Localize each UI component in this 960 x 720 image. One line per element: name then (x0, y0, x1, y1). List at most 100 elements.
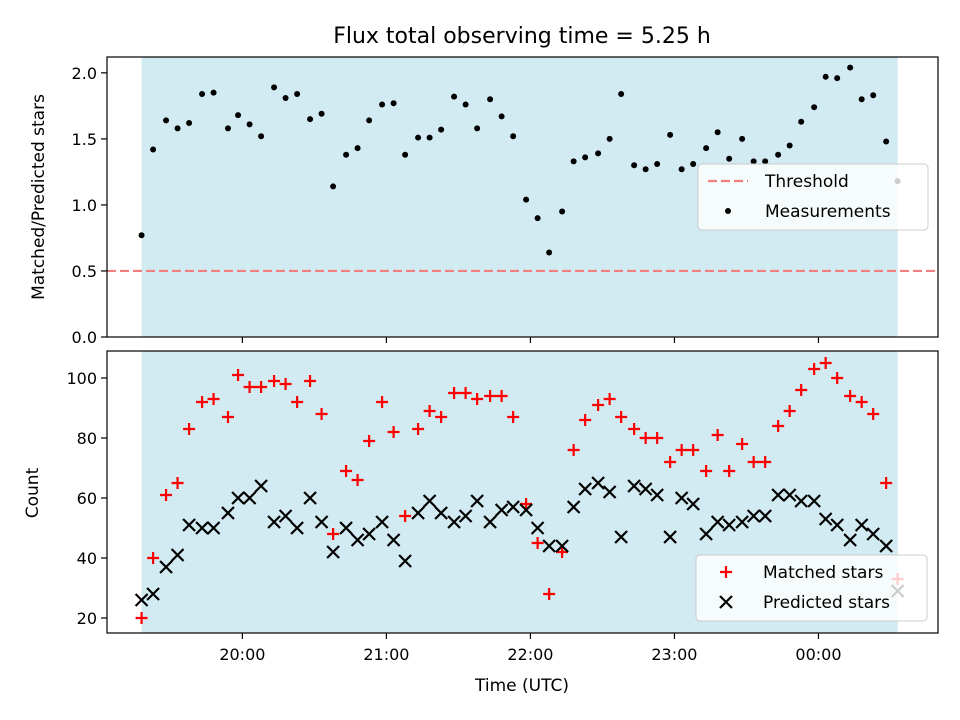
data-point (174, 125, 181, 132)
data-point (170, 548, 185, 562)
data-point (254, 479, 268, 493)
data-point (638, 482, 653, 496)
data-point (807, 494, 821, 508)
legend-plus-swatch (720, 566, 732, 578)
data-point (664, 456, 677, 468)
legend-label: Matched stars (763, 563, 883, 583)
data-point (255, 381, 268, 393)
data-point (351, 474, 364, 486)
data-point (642, 166, 649, 173)
data-point (268, 375, 281, 387)
data-point (591, 476, 605, 490)
data-point (398, 554, 412, 568)
data-point (559, 208, 566, 215)
data-point (830, 518, 844, 532)
data-point (315, 408, 328, 420)
data-point (556, 546, 569, 558)
data-point (534, 215, 541, 222)
data-point (207, 393, 220, 405)
data-point (798, 118, 805, 125)
data-point (199, 90, 206, 97)
data-point (523, 196, 530, 203)
data-point (543, 588, 556, 600)
data-point (592, 399, 605, 411)
legend-label: Predicted stars (763, 593, 890, 613)
data-point (375, 515, 389, 529)
data-point (667, 131, 674, 138)
data-point (495, 390, 508, 402)
data-point (422, 494, 437, 508)
data-point (775, 151, 782, 158)
data-point (195, 521, 209, 535)
data-point (159, 560, 173, 574)
data-point (206, 521, 221, 535)
data-point (582, 154, 589, 161)
data-point (362, 527, 376, 541)
y-tick-label: 80 (77, 429, 97, 448)
data-point (710, 515, 725, 529)
data-point (243, 381, 256, 393)
data-point (735, 515, 749, 529)
data-point (883, 138, 890, 145)
data-point (639, 432, 652, 444)
data-point (232, 369, 245, 381)
data-point (723, 465, 736, 477)
data-point (870, 92, 877, 99)
legend-box (697, 163, 929, 231)
data-point (448, 387, 461, 399)
data-point (390, 100, 397, 107)
data-point (267, 515, 281, 529)
data-point (818, 512, 833, 526)
data-point (314, 515, 329, 529)
data-point (570, 158, 577, 165)
data-point (271, 84, 278, 91)
data-point (150, 146, 157, 153)
data-point (700, 465, 713, 477)
y-tick-label: 60 (77, 489, 97, 508)
data-point (520, 498, 533, 510)
x-tick-label: 21:00 (363, 645, 409, 664)
data-point (279, 378, 292, 390)
data-point (399, 510, 412, 522)
data-point (415, 134, 422, 141)
data-point (339, 521, 353, 535)
y-tick-label: 1.0 (72, 196, 97, 215)
data-point (631, 162, 638, 169)
y-tick-label: 40 (77, 549, 97, 568)
data-point (867, 408, 880, 420)
data-point (736, 438, 749, 450)
data-point (459, 387, 472, 399)
data-point (510, 133, 517, 140)
data-point (615, 411, 628, 423)
plot-frame (106, 56, 939, 338)
legend-label: Threshold (764, 172, 849, 192)
data-point (318, 110, 325, 117)
data-point (843, 533, 857, 547)
data-point (258, 133, 265, 140)
x-tick-label: 23:00 (651, 645, 697, 664)
data-point (182, 518, 196, 532)
data-point (711, 429, 724, 441)
data-point (474, 125, 481, 132)
top-ylabel: Matched/Predicted stars (29, 94, 49, 300)
data-point (858, 96, 865, 103)
legend-x-swatch (719, 595, 733, 609)
data-point (602, 485, 617, 499)
data-point (278, 509, 293, 523)
data-point (134, 593, 149, 607)
data-point (326, 545, 340, 559)
data-point (451, 93, 458, 100)
y-tick-label: 20 (77, 609, 97, 628)
data-point (747, 456, 760, 468)
data-point (831, 372, 844, 384)
data-point (786, 142, 793, 149)
data-point (783, 405, 796, 417)
data-point (246, 121, 253, 128)
data-point (555, 539, 569, 553)
data-point (291, 396, 304, 408)
data-point (160, 489, 173, 501)
data-point (340, 465, 353, 477)
data-point (546, 249, 553, 256)
data-point (483, 515, 497, 529)
